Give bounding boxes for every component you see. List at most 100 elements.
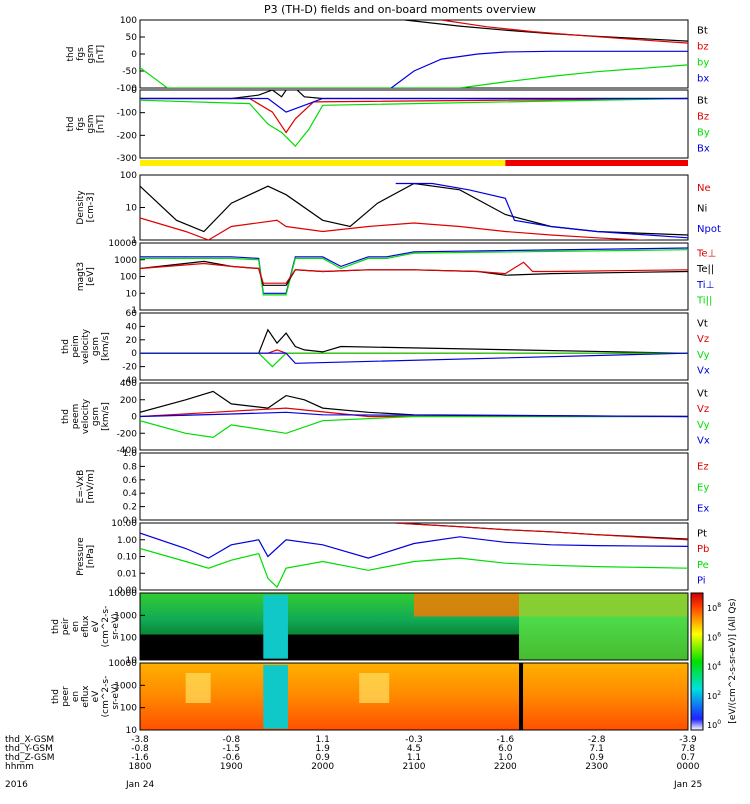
legend-entry: Ti⊥ (696, 280, 714, 291)
y-axis-label: (cm^2-s- (101, 676, 111, 718)
y-tick-label: -100 (117, 84, 138, 94)
ephemeris-row-label: thd_Y-GSM (5, 744, 53, 754)
spectrogram-gap (519, 663, 524, 730)
ephemeris-value: 1.9 (316, 744, 331, 754)
y-tick-label: 400 (120, 379, 137, 389)
ephemeris-value: -1.6 (497, 735, 515, 745)
y-axis-label: eflux (81, 615, 91, 638)
y-axis-label: eV (91, 690, 101, 703)
y-tick-label: 100 (120, 704, 137, 714)
panel-frame (139, 89, 689, 159)
y-axis-label: en (71, 621, 81, 632)
ephemeris-value: 4.5 (407, 744, 421, 754)
y-tick-label: 0 (131, 86, 137, 96)
colorbar-tick-label: 102 (707, 690, 721, 701)
ephemeris-value: 1900 (220, 762, 243, 772)
y-tick-label: 1 (131, 306, 137, 316)
ephemeris-row-label: hhmm (5, 762, 34, 772)
spectrogram-background (140, 663, 688, 730)
y-axis-label: peim (71, 335, 81, 358)
series-line-vt (140, 328, 688, 354)
legend-entry: Bx (697, 144, 710, 155)
y-tick-label: 1000 (114, 681, 137, 691)
series-line-ni (140, 182, 688, 236)
y-axis-label: peem (71, 404, 81, 430)
y-axis-label: [mV/m] (86, 470, 96, 504)
spectrogram-cyan-block (263, 595, 288, 659)
legend-entry: Pb (697, 544, 709, 555)
series-line-bt (404, 20, 688, 42)
ephemeris-value: 1.0 (498, 753, 513, 763)
legend-entry: Pi (697, 576, 706, 587)
y-axis-label: eflux (81, 685, 91, 708)
ephemeris-value: 0000 (677, 762, 700, 772)
panel-peem: 400 200 0 -200 -400 thd peem velocity gsm [km/s] V… (61, 379, 710, 456)
legend-entry: Ti|| (696, 296, 712, 307)
y-axis-label: magt3 (76, 262, 86, 291)
series-line-te (140, 261, 688, 284)
series-line-vy (140, 415, 688, 439)
series-line-bx (140, 97, 688, 113)
y-tick-label: 10000 (108, 589, 137, 599)
y-tick-label: 0.2 (123, 503, 137, 513)
mode-bar-segment (140, 160, 506, 166)
panel-frame (139, 452, 689, 521)
legend-entry: Ni (697, 204, 707, 215)
y-axis-label: [nT] (96, 115, 106, 133)
y-tick-label: 0.01 (117, 569, 137, 579)
y-tick-label: 10000 (108, 659, 137, 669)
legend-entry: Vy (697, 420, 710, 431)
y-axis-label: [nPa] (86, 545, 96, 568)
series-line-ne (140, 217, 649, 240)
legend-entry: Vz (697, 404, 709, 415)
ephemeris-row-label: thd_Z-GSM (5, 753, 54, 763)
y-axis-label: velocity (81, 328, 91, 364)
y-axis-label: sr-eV) (111, 613, 121, 639)
series-line-bx (390, 50, 688, 88)
y-tick-label: 1000 (114, 611, 137, 621)
ephemeris-value: 2300 (585, 762, 608, 772)
legend-entry: Vx (697, 366, 710, 377)
y-axis-label: thd (51, 619, 61, 634)
y-axis-label: peir (61, 617, 71, 635)
y-tick-label: 10.00 (111, 519, 137, 529)
spectrogram-late-band (519, 593, 688, 660)
legend-entry: Bz (697, 112, 709, 123)
y-axis-label: E=-VxB (76, 470, 86, 504)
y-tick-label: 10 (126, 656, 138, 666)
ephemeris-value: 1800 (129, 762, 152, 772)
y-axis-label: velocity (81, 398, 91, 434)
series-line-vt (140, 390, 688, 418)
y-axis-label: sr-eV) (111, 683, 121, 709)
ephemeris-year: 2016 (5, 780, 28, 790)
y-tick-label: -300 (117, 154, 138, 164)
y-axis-label: gsm (91, 407, 101, 426)
y-tick-label: 0 (131, 349, 137, 359)
y-axis-label: peer (61, 686, 71, 707)
y-tick-label: 1.0 (123, 449, 138, 459)
panel-efield: 1.0 0.8 0.6 0.4 0.2 0.0 E=-VxB [mV/m] Ez Ey Ex (76, 449, 709, 526)
ephemeris-value: -3.9 (679, 735, 697, 745)
ephemeris-value: 1.1 (407, 753, 421, 763)
series-line-pb (395, 523, 688, 541)
series-line-by (140, 97, 688, 147)
ephemeris-value: 7.1 (590, 744, 604, 754)
y-tick-label: 60 (126, 309, 138, 319)
y-axis-label: [eV] (86, 267, 96, 286)
legend-entry: Ez (697, 462, 709, 473)
legend-entry: Ex (697, 504, 709, 515)
y-tick-label: 0.10 (117, 553, 137, 563)
spectrogram-dark-band (140, 634, 520, 660)
series-line-pe (140, 547, 688, 589)
ephemeris-value: 0.9 (590, 753, 605, 763)
legend-entry: Bt (697, 26, 708, 37)
legend-entry: Vz (697, 334, 709, 345)
y-axis-label: en (71, 691, 81, 702)
legend-entry: bz (697, 42, 709, 53)
y-tick-label: 100 (120, 273, 137, 283)
ephemeris-value: -0.6 (223, 753, 241, 763)
y-tick-label: 10 (126, 726, 138, 736)
legend-entry: Te|| (696, 264, 714, 275)
legend-entry: Vt (697, 318, 708, 329)
